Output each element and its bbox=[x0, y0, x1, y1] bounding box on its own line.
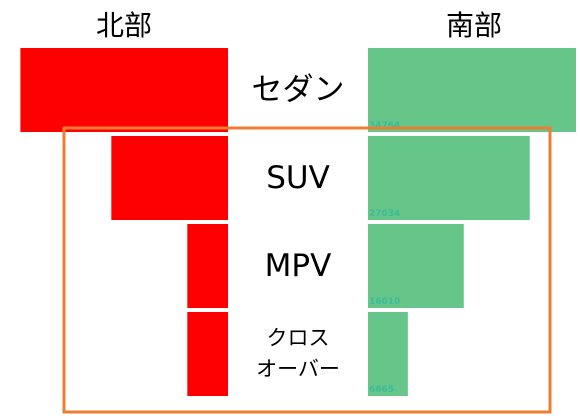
bar bbox=[187, 224, 228, 308]
category-label: セダン bbox=[251, 71, 345, 108]
series-header: 北部 bbox=[95, 9, 152, 42]
value-label: 16010 bbox=[369, 297, 400, 307]
bar bbox=[368, 136, 530, 220]
value-label: 6665 bbox=[369, 385, 394, 395]
bar bbox=[111, 136, 228, 220]
bar bbox=[368, 312, 408, 396]
series-header: 南部 bbox=[445, 9, 502, 42]
category-label: クロス オーバー bbox=[256, 325, 340, 382]
bar bbox=[368, 224, 464, 308]
category-label: SUV bbox=[266, 159, 330, 196]
value-label: 34764 bbox=[369, 121, 400, 131]
bar bbox=[368, 48, 576, 132]
value-label: 27034 bbox=[369, 209, 400, 219]
bar bbox=[187, 312, 228, 396]
category-label: MPV bbox=[264, 247, 332, 284]
bar bbox=[20, 48, 229, 132]
